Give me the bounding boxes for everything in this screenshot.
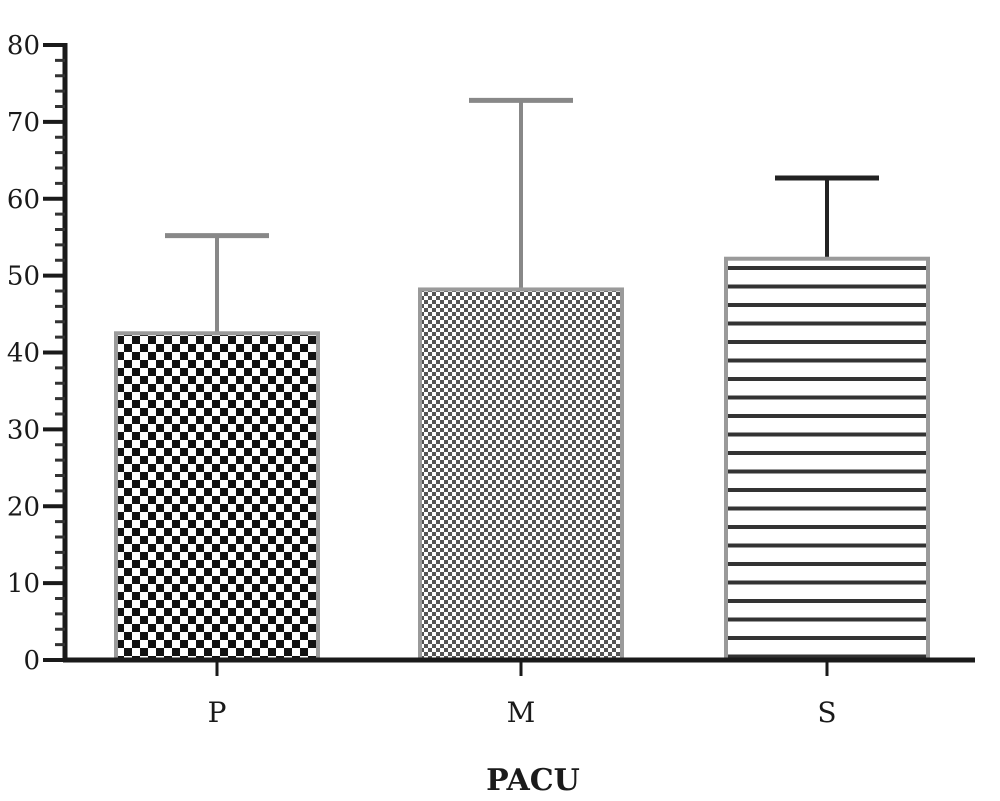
y-tick-label: 0: [23, 646, 40, 676]
y-tick-label: 70: [7, 108, 40, 138]
x-tick-label-m: M: [507, 696, 536, 729]
y-tick-label: 20: [7, 492, 40, 522]
x-tick-label-s: S: [817, 696, 836, 729]
x-axis-title: PACU: [486, 763, 580, 798]
y-tick-label: 30: [7, 415, 40, 445]
axes: P M S 0 10 20 30 40 50 60 70 80: [7, 31, 975, 729]
y-tick-label: 10: [7, 569, 40, 599]
y-tick-label: 50: [7, 262, 40, 292]
y-tick-label: 60: [7, 185, 40, 215]
bar-m: [418, 287, 624, 662]
y-tick-label: 80: [7, 31, 40, 61]
plot-area: [114, 97, 930, 662]
bar-s: [724, 256, 930, 662]
x-tick-label-p: P: [208, 696, 227, 729]
y-tick-label: 40: [7, 339, 40, 369]
bar-p: [114, 331, 320, 662]
